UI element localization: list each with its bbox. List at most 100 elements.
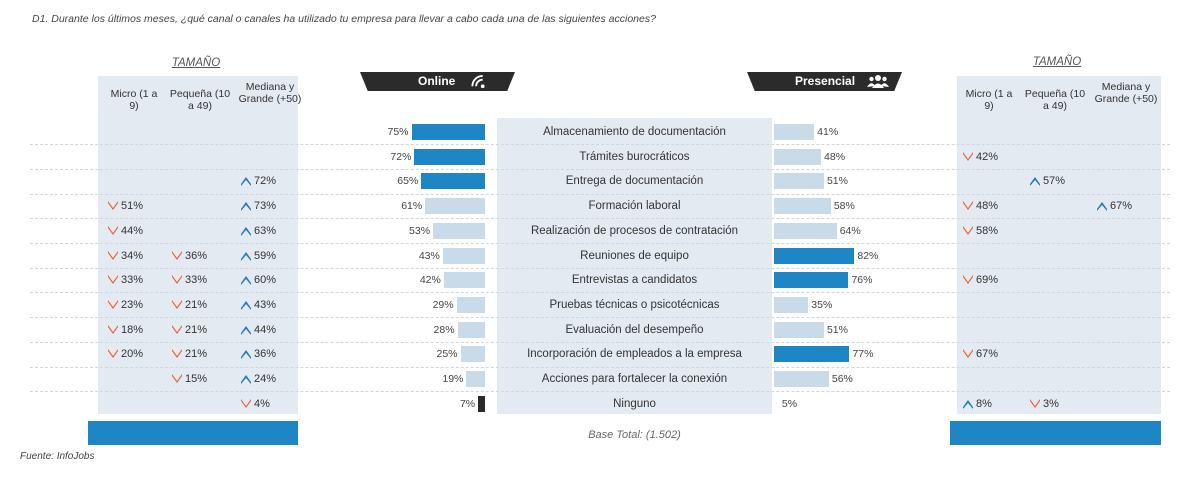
size-cell-value: 20% bbox=[121, 348, 144, 361]
size-cell-value: 51% bbox=[121, 200, 144, 213]
online-tag: Online bbox=[360, 72, 515, 91]
size-cell-value: 43% bbox=[254, 298, 277, 311]
category-label: Evaluación del desempeño bbox=[565, 323, 704, 336]
presencial-bar bbox=[774, 346, 850, 363]
online-bar bbox=[414, 148, 485, 165]
left-size-cell: 34% bbox=[108, 249, 143, 263]
category-label: Ninguno bbox=[613, 397, 656, 410]
arrow-up-icon bbox=[963, 399, 973, 409]
online-bar bbox=[433, 222, 485, 239]
size-cell-value: 69% bbox=[976, 274, 999, 287]
size-cell-value: 48% bbox=[976, 200, 999, 213]
right-size-panel-footer bbox=[950, 421, 1161, 445]
presencial-bar-label: 51% bbox=[826, 175, 848, 188]
arrow-down-icon bbox=[172, 250, 182, 260]
arrow-down-icon bbox=[172, 275, 182, 285]
online-bar-label: 42% bbox=[419, 274, 441, 287]
left-col-mediana: Mediana y Grande (+50) bbox=[238, 81, 302, 105]
presencial-bar bbox=[774, 222, 837, 239]
presencial-bar bbox=[774, 321, 824, 338]
size-cell-value: 4% bbox=[254, 397, 270, 410]
left-size-cell: 63% bbox=[241, 224, 276, 238]
size-cell-value: 67% bbox=[976, 348, 999, 361]
presencial-bar bbox=[774, 173, 824, 190]
online-bar-label: 53% bbox=[409, 224, 431, 237]
arrow-down-icon bbox=[963, 201, 973, 211]
left-size-cell: 33% bbox=[108, 273, 143, 287]
row-separator bbox=[30, 267, 1170, 269]
online-label: Online bbox=[418, 74, 456, 88]
online-bar-label: 29% bbox=[432, 298, 454, 311]
left-size-cell: 24% bbox=[241, 372, 276, 386]
size-cell-value: 21% bbox=[185, 323, 208, 336]
size-cell-value: 34% bbox=[121, 249, 144, 262]
arrow-up-icon bbox=[241, 226, 251, 236]
presencial-bar-label: 76% bbox=[851, 274, 873, 287]
base-total: Base Total: (1.502) bbox=[588, 429, 681, 441]
category-label: Entrega de documentación bbox=[565, 175, 704, 188]
size-cell-value: 44% bbox=[254, 323, 277, 336]
left-size-cell: 44% bbox=[108, 224, 143, 238]
presencial-bar bbox=[774, 247, 855, 264]
arrow-up-icon bbox=[1030, 177, 1040, 187]
arrow-up-icon bbox=[241, 202, 251, 212]
category-label: Incorporación de empleados a la empresa bbox=[527, 348, 742, 361]
online-bar bbox=[460, 346, 485, 363]
row-separator bbox=[30, 168, 1170, 170]
right-col-pequena: Pequeña (10 a 49) bbox=[1024, 88, 1086, 112]
arrow-down-icon bbox=[963, 151, 973, 161]
online-bar bbox=[457, 321, 485, 338]
online-bar bbox=[442, 247, 485, 264]
online-bar-label: 65% bbox=[397, 175, 419, 188]
left-size-title: TAMAÑO bbox=[171, 57, 221, 69]
left-size-cell: 44% bbox=[241, 323, 276, 337]
presencial-bar bbox=[774, 272, 849, 289]
arrow-up-icon bbox=[241, 276, 251, 286]
online-bar-label: 61% bbox=[401, 200, 423, 213]
presencial-bar bbox=[774, 148, 822, 165]
size-cell-value: 63% bbox=[254, 224, 277, 237]
online-bar-label: 19% bbox=[442, 373, 464, 385]
left-size-cell: 43% bbox=[241, 298, 276, 312]
arrow-up-icon bbox=[241, 350, 251, 360]
presencial-bar-label: 5% bbox=[781, 397, 798, 410]
left-size-cell: 51% bbox=[108, 199, 143, 213]
online-bar bbox=[443, 272, 485, 289]
presencial-bar bbox=[774, 396, 779, 412]
row-separator bbox=[30, 243, 1170, 244]
online-bar bbox=[411, 124, 485, 140]
arrow-down-icon bbox=[172, 374, 182, 383]
arrow-up-icon bbox=[241, 251, 251, 261]
online-bar bbox=[466, 371, 485, 387]
left-size-cell: 59% bbox=[241, 249, 276, 263]
right-size-title: TAMAÑO bbox=[1032, 56, 1082, 68]
presencial-bar-label: 82% bbox=[857, 249, 879, 262]
presencial-tag: Presencial bbox=[747, 72, 902, 91]
left-size-cell: 15% bbox=[172, 372, 207, 386]
left-size-cell: 36% bbox=[172, 249, 207, 263]
left-size-cell: 23% bbox=[108, 298, 143, 312]
left-size-cell: 33% bbox=[172, 273, 207, 287]
category-label: Almacenamiento de documentación bbox=[543, 126, 726, 138]
category-label: Reuniones de equipo bbox=[580, 249, 689, 262]
size-cell-value: 33% bbox=[185, 274, 208, 287]
presencial-bar-label: 56% bbox=[831, 373, 853, 385]
arrow-down-icon bbox=[108, 349, 118, 359]
left-size-cell: 72% bbox=[241, 174, 276, 188]
row-separator bbox=[30, 366, 1170, 368]
arrow-up-icon bbox=[1097, 202, 1107, 212]
right-size-cell: 58% bbox=[963, 224, 998, 238]
right-size-cell: 3% bbox=[1030, 397, 1059, 411]
people-icon bbox=[867, 75, 889, 88]
right-size-panel bbox=[957, 76, 1161, 414]
row-separator bbox=[30, 341, 1170, 343]
online-bar bbox=[456, 296, 485, 313]
arrow-up-icon bbox=[241, 300, 251, 310]
size-cell-value: 60% bbox=[254, 274, 277, 287]
arrow-down-icon bbox=[108, 275, 118, 285]
size-cell-value: 73% bbox=[254, 200, 277, 213]
size-cell-value: 23% bbox=[121, 298, 144, 311]
category-label: Entrevistas a candidatos bbox=[571, 274, 698, 287]
presencial-bar-label: 35% bbox=[811, 298, 833, 311]
presencial-bar-label: 77% bbox=[852, 348, 874, 361]
